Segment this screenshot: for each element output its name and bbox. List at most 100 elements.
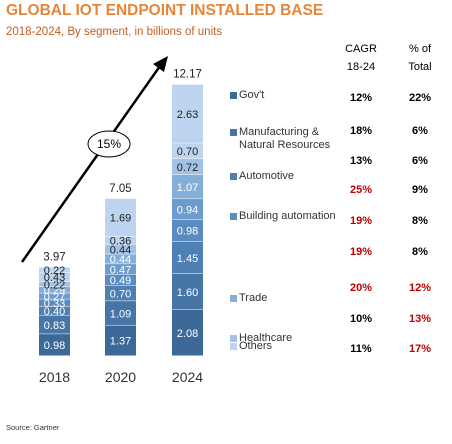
- bar-segment: [105, 285, 136, 301]
- bar-segment-label: 0.94: [177, 204, 198, 216]
- bar-segment-label: 1.09: [110, 308, 131, 320]
- source-note: Source: Gartner: [6, 423, 60, 432]
- bars-group: 0.980.830.400.330.270.290.220.430.223.97…: [39, 69, 203, 385]
- bar-segment-label: 0.70: [110, 288, 131, 300]
- bar-segment-label: 0.47: [110, 264, 131, 276]
- bar-segment-label: 1.07: [177, 182, 198, 194]
- share-value: 6%: [412, 125, 428, 137]
- bar-segment-label: 0.44: [110, 254, 131, 266]
- bar-segment-label: 0.22: [44, 265, 65, 277]
- bar-segment-label: 0.33: [44, 298, 65, 310]
- cagr-value: 20%: [349, 282, 373, 294]
- bar-segment-label: 0.40: [44, 306, 65, 318]
- legend-label: Manufacturing & Natural Resources: [239, 126, 331, 151]
- cagr-header-line2: 18-24: [346, 61, 376, 73]
- cagr-value: 10%: [349, 313, 373, 325]
- bar-segment-label: 1.69: [110, 213, 131, 225]
- bar-segment-label: 0.83: [44, 320, 65, 332]
- legend-swatch: [230, 295, 237, 302]
- growth-label: 15%: [97, 137, 121, 151]
- legend-label: Automotive: [239, 170, 295, 182]
- chart-title: GLOBAL IOT ENDPOINT INSTALLED BASE: [6, 2, 324, 19]
- share-value: 17%: [408, 343, 432, 355]
- bar-segment: [105, 274, 136, 286]
- bar-segment-label: 0.36: [110, 235, 131, 247]
- cagr-value: 13%: [349, 155, 373, 167]
- bar-total-label: 7.05: [109, 183, 131, 195]
- share-value: 13%: [408, 313, 432, 325]
- bar-segment: [172, 174, 203, 199]
- legend-swatch: [230, 213, 237, 220]
- share-header-line1: % of: [408, 43, 431, 55]
- bar-segment-label: 2.63: [177, 109, 198, 121]
- share-value: 6%: [412, 155, 428, 167]
- bar-segment: [39, 286, 70, 293]
- bar-segment: [172, 219, 203, 242]
- bar-segment: [172, 198, 203, 220]
- bar-segment-label: 0.98: [44, 340, 65, 352]
- bar-total-label: 3.97: [43, 251, 65, 263]
- bar-segment: [172, 158, 203, 175]
- bar-segment-label: 0.49: [110, 275, 131, 287]
- bar-segment-label: 0.44: [110, 244, 131, 256]
- legend-label: Trade: [239, 292, 268, 304]
- bar-segment: [172, 143, 203, 159]
- bar-segment: [39, 281, 70, 287]
- share-header-line2: Total: [408, 61, 432, 73]
- legend-label: Gov't: [239, 89, 265, 101]
- bar-segment-label: 0.22: [44, 279, 65, 291]
- cagr-header: CAGR 18-24: [340, 40, 382, 76]
- legend-swatch: [230, 335, 237, 342]
- bar-segment: [39, 267, 70, 272]
- bar-segment-label: 1.45: [177, 253, 198, 265]
- cagr-value: 19%: [349, 215, 373, 227]
- cagr-value: 25%: [349, 184, 373, 196]
- bar-segment-label: 0.43: [44, 272, 65, 284]
- legend-label: Building automation: [239, 210, 336, 222]
- bar-segment-label: 0.70: [177, 146, 198, 158]
- bar-segment: [39, 293, 70, 299]
- bar-segment: [105, 198, 136, 236]
- bar-segment-label: 0.98: [177, 226, 198, 238]
- cagr-value: 19%: [349, 246, 373, 258]
- x-tick-label: 2024: [172, 369, 203, 385]
- bar-segment-label: 1.37: [110, 336, 131, 348]
- bar-segment: [105, 301, 136, 325]
- bar-segment: [172, 241, 203, 274]
- share-value: 12%: [408, 282, 432, 294]
- bar-segment-label: 2.08: [177, 328, 198, 340]
- bar-segment: [172, 273, 203, 310]
- bar-segment: [105, 325, 136, 356]
- share-value: 22%: [408, 92, 432, 104]
- share-header: % of Total: [397, 40, 443, 76]
- growth-arrow-line: [20, 65, 162, 263]
- bar-segment-label: 0.27: [44, 291, 65, 303]
- growth-arrow-group: 15%: [20, 56, 168, 263]
- cagr-value: 11%: [350, 343, 372, 355]
- cagr-header-line1: CAGR: [345, 43, 377, 55]
- bar-segment: [39, 272, 70, 282]
- legend-swatch: [230, 173, 237, 180]
- bar-segment-label: 0.72: [177, 162, 198, 174]
- bar-segment: [172, 309, 203, 356]
- bar-segment: [39, 315, 70, 334]
- bar-segment-label: 0.29: [44, 285, 65, 297]
- bar-segment: [105, 254, 136, 264]
- growth-arrow-head: [153, 56, 168, 72]
- legend-swatch: [230, 343, 237, 350]
- share-value: 8%: [412, 215, 428, 227]
- share-value: 9%: [412, 184, 428, 196]
- bar-segment: [39, 334, 70, 356]
- cagr-value: 18%: [349, 125, 373, 137]
- bar-total-label: 12.17: [173, 69, 202, 81]
- growth-ellipse: [87, 130, 131, 158]
- share-value: 8%: [412, 246, 428, 258]
- bar-segment: [172, 84, 203, 143]
- chart-subtitle: 2018-2024, By segment, in billions of un…: [6, 26, 223, 38]
- legend-label: Others: [239, 340, 273, 352]
- legend-swatch: [230, 92, 237, 99]
- cagr-value: 12%: [349, 92, 373, 104]
- bar-segment: [39, 306, 70, 316]
- bar-segment: [105, 244, 136, 254]
